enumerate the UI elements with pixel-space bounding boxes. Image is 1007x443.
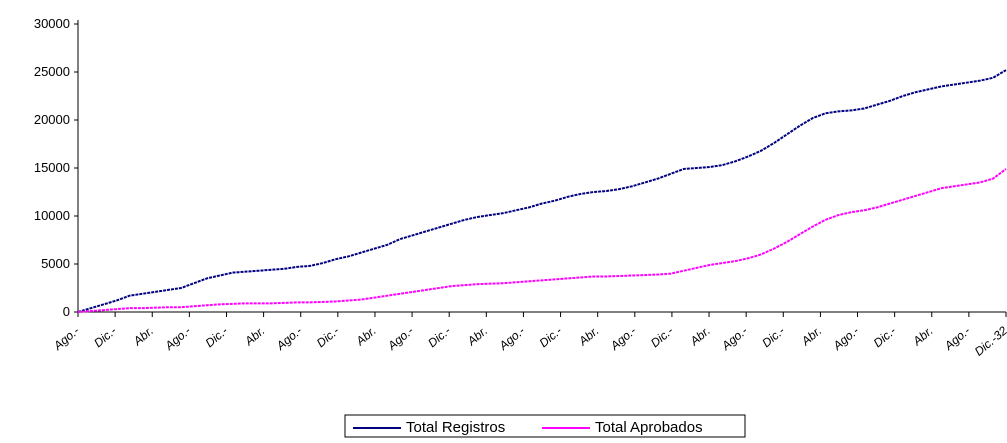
y-tick-label: 10000 [34,208,70,223]
x-tick-label: Abr. [909,324,935,349]
legend-box [344,414,746,438]
x-tick-label: Dic.- [648,324,676,351]
y-tick-label: 25000 [34,64,70,79]
x-tick-label: Dic.- [537,324,565,351]
legend: Total Registros Total Aprobados [344,414,746,438]
x-tick-label: Ago.- [273,324,305,354]
x-tick-label: Ago.- [50,324,82,354]
x-tick-label: Dic.- [91,324,119,351]
x-tick-label: Ago.- [830,324,862,354]
x-tick-label: Abr. [575,324,601,349]
y-tick-label: 15000 [34,160,70,175]
x-tick-label: Dic.-32 [972,323,1007,358]
series-line-total-registros [77,69,1007,313]
legend-label-total-registros: Total Registros [406,419,505,436]
x-tick-label: Abr. [241,324,267,349]
x-tick-label: Ago.- [718,324,750,354]
y-tick-label: 20000 [34,112,70,127]
x-tick-label: Abr. [464,324,490,349]
legend-label-total-aprobados: Total Aprobados [595,419,703,436]
x-tick-label: Dic.- [871,324,899,351]
series-layer [77,69,1007,313]
x-tick-label: Ago.- [941,324,973,354]
x-tick-label: Abr. [353,324,379,349]
x-tick-label: Dic.- [425,324,453,351]
x-tick-label: Ago.- [384,324,416,354]
x-tick-label: Abr. [130,324,156,349]
series-line-total-aprobados [77,168,1007,313]
x-tick-label: Abr. [798,324,824,349]
x-tick-label: Ago.- [162,324,194,354]
x-tick-label: Dic.- [314,324,342,351]
y-tick-label: 0 [63,304,70,319]
x-tick-label: Abr. [687,324,713,349]
x-tick-label: Dic.- [759,324,787,351]
x-tick-label: Dic.- [203,324,231,351]
x-tick-label: Ago.- [607,324,639,354]
y-tick-label: 30000 [34,16,70,31]
x-axis: Ago.- Dic.- Abr. Ago.- Dic.- Abr. Ago.- Dic.- Ab… [50,311,1007,359]
y-tick-label: 5000 [41,256,70,271]
x-tick-label: Ago.- [496,324,528,354]
y-axis: 0 5000 10000 15000 20000 25000 30000 [34,16,79,319]
